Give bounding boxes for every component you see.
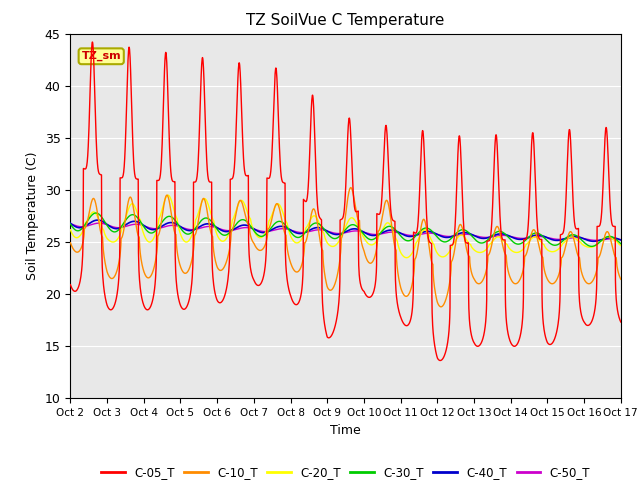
- X-axis label: Time: Time: [330, 424, 361, 437]
- Text: TZ_sm: TZ_sm: [81, 51, 121, 61]
- Legend: C-05_T, C-10_T, C-20_T, C-30_T, C-40_T, C-50_T: C-05_T, C-10_T, C-20_T, C-30_T, C-40_T, …: [97, 461, 595, 480]
- Y-axis label: Soil Temperature (C): Soil Temperature (C): [26, 152, 39, 280]
- Title: TZ SoilVue C Temperature: TZ SoilVue C Temperature: [246, 13, 445, 28]
